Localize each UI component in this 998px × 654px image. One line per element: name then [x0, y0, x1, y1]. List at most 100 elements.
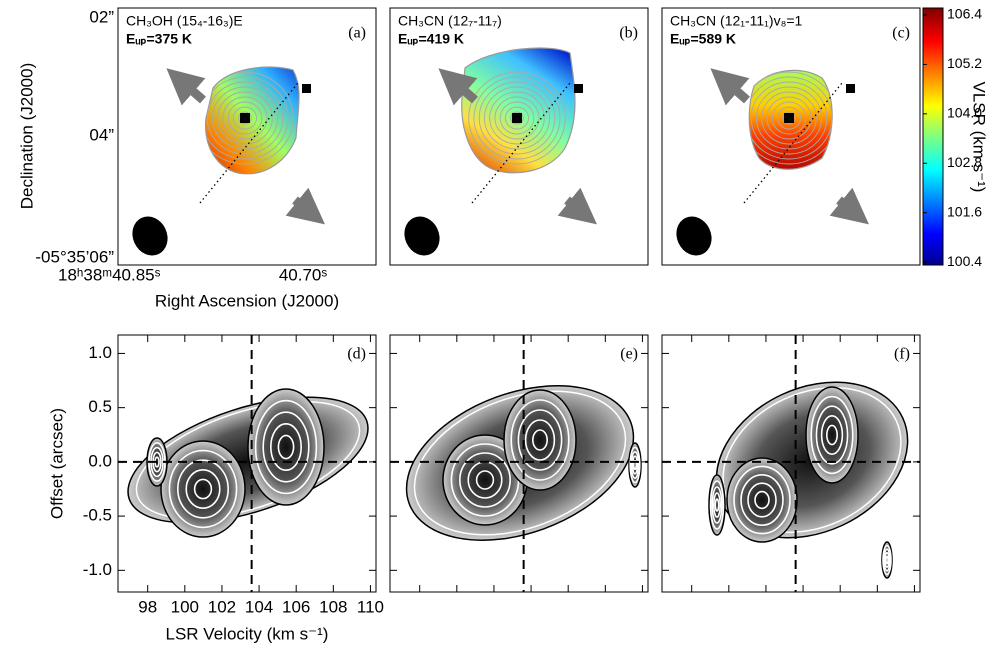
y-tick-label: 0.5	[88, 397, 112, 416]
x-tick-label: 40.70ˢ	[279, 265, 328, 284]
contour	[205, 71, 294, 165]
beam	[676, 216, 712, 256]
colorbar-tick-label: 101.6	[947, 203, 982, 219]
contour	[776, 106, 801, 130]
contour	[222, 96, 268, 140]
contour	[475, 470, 495, 490]
contour	[747, 482, 777, 518]
panel-label: (d)	[347, 346, 366, 363]
x-axis-label: Right Ascension (J2000)	[155, 291, 339, 310]
contour	[262, 411, 310, 483]
contour	[630, 450, 640, 479]
x-tick-label: 106	[282, 597, 310, 616]
contour	[771, 101, 807, 135]
colorbar-tick-label: 100.4	[947, 253, 982, 269]
x-tick-label: 98	[138, 597, 157, 616]
map-panel: CH₃OH (15₄-16₃)E Eᵤₚ=375 K (a)	[117, 7, 377, 266]
contour	[177, 459, 230, 519]
energy-label: Eᵤₚ=419 K	[398, 31, 464, 47]
contour	[524, 419, 556, 461]
pv-panel: (f)	[661, 334, 921, 593]
contour	[712, 492, 721, 518]
pv-envelope	[413, 390, 627, 536]
contour	[740, 473, 784, 526]
contour	[755, 86, 822, 150]
contour	[473, 76, 561, 160]
colorbar-tick-label: 105.2	[947, 55, 982, 71]
contour	[749, 76, 833, 160]
contour	[517, 409, 563, 471]
contour	[825, 424, 838, 446]
panel-label: (a)	[348, 25, 366, 42]
contour	[883, 548, 891, 572]
source-marker	[846, 84, 855, 93]
pv-clump	[247, 388, 325, 506]
contour	[810, 395, 854, 475]
contour	[885, 555, 889, 565]
arrow	[829, 187, 869, 225]
contour	[761, 91, 817, 145]
pv-clump	[160, 440, 246, 538]
center-marker	[240, 113, 250, 123]
contour	[766, 96, 812, 140]
map-outline	[461, 47, 576, 174]
panel-label: (f)	[894, 346, 910, 363]
contour	[531, 429, 548, 451]
beam	[404, 216, 440, 256]
source-marker	[574, 84, 583, 93]
contour	[478, 81, 556, 155]
contour	[754, 490, 770, 510]
arrow	[710, 68, 750, 106]
outflow-axis	[471, 82, 571, 204]
contour	[711, 486, 723, 524]
contour	[468, 71, 566, 165]
energy-label: Eᵤₚ=589 K	[670, 31, 736, 47]
y-tick-label: -0.5	[83, 506, 112, 525]
y-tick-label: 1.0	[88, 343, 112, 362]
line-label: CH₃CN (12₁-11₁)v₈=1	[670, 13, 803, 29]
x-tick-label: 110	[357, 597, 384, 616]
velocity-map	[205, 67, 300, 174]
beam	[132, 216, 168, 256]
contour	[269, 422, 302, 471]
contour	[882, 544, 892, 576]
y-tick-label: 0.0	[88, 451, 112, 470]
outflow-axis	[199, 82, 299, 204]
contour	[483, 86, 550, 150]
pv-clump	[503, 389, 577, 491]
contour	[510, 399, 570, 481]
contour	[217, 91, 273, 145]
y-tick-label: -1.0	[83, 560, 112, 579]
y-tick-label: -05°35’06”	[35, 247, 114, 266]
colorbar	[922, 7, 944, 266]
x-tick-label: 102	[208, 597, 236, 616]
center-marker	[784, 113, 794, 123]
contour	[510, 111, 524, 125]
contour	[232, 106, 257, 130]
pv-envelope	[135, 400, 361, 520]
contour	[820, 414, 844, 455]
pv-clump	[805, 386, 859, 484]
source-marker	[302, 84, 311, 93]
contour	[629, 446, 641, 484]
contour	[632, 459, 637, 471]
contour	[750, 81, 828, 155]
colorbar-tick-label: 104.0	[947, 105, 982, 121]
contour	[631, 455, 639, 475]
y-tick-label: 02”	[89, 7, 114, 26]
panel-label: (c)	[892, 25, 910, 42]
x-tick-label: 18ʰ38ᵐ40.85ˢ	[58, 265, 161, 284]
pv-clump	[708, 474, 726, 536]
contour	[815, 405, 849, 465]
x-axis-label: LSR Velocity (km s⁻¹)	[166, 624, 329, 643]
x-tick-label: 108	[319, 597, 347, 616]
pv-clump	[726, 457, 798, 543]
contour	[494, 96, 540, 140]
arrow	[285, 187, 325, 225]
panel-label: (e)	[620, 346, 638, 363]
arrow	[557, 187, 597, 225]
contour	[749, 71, 833, 165]
contour	[211, 86, 278, 150]
y-axis-label: Offset (arcsec)	[47, 408, 66, 519]
x-tick-label: 104	[245, 597, 273, 616]
